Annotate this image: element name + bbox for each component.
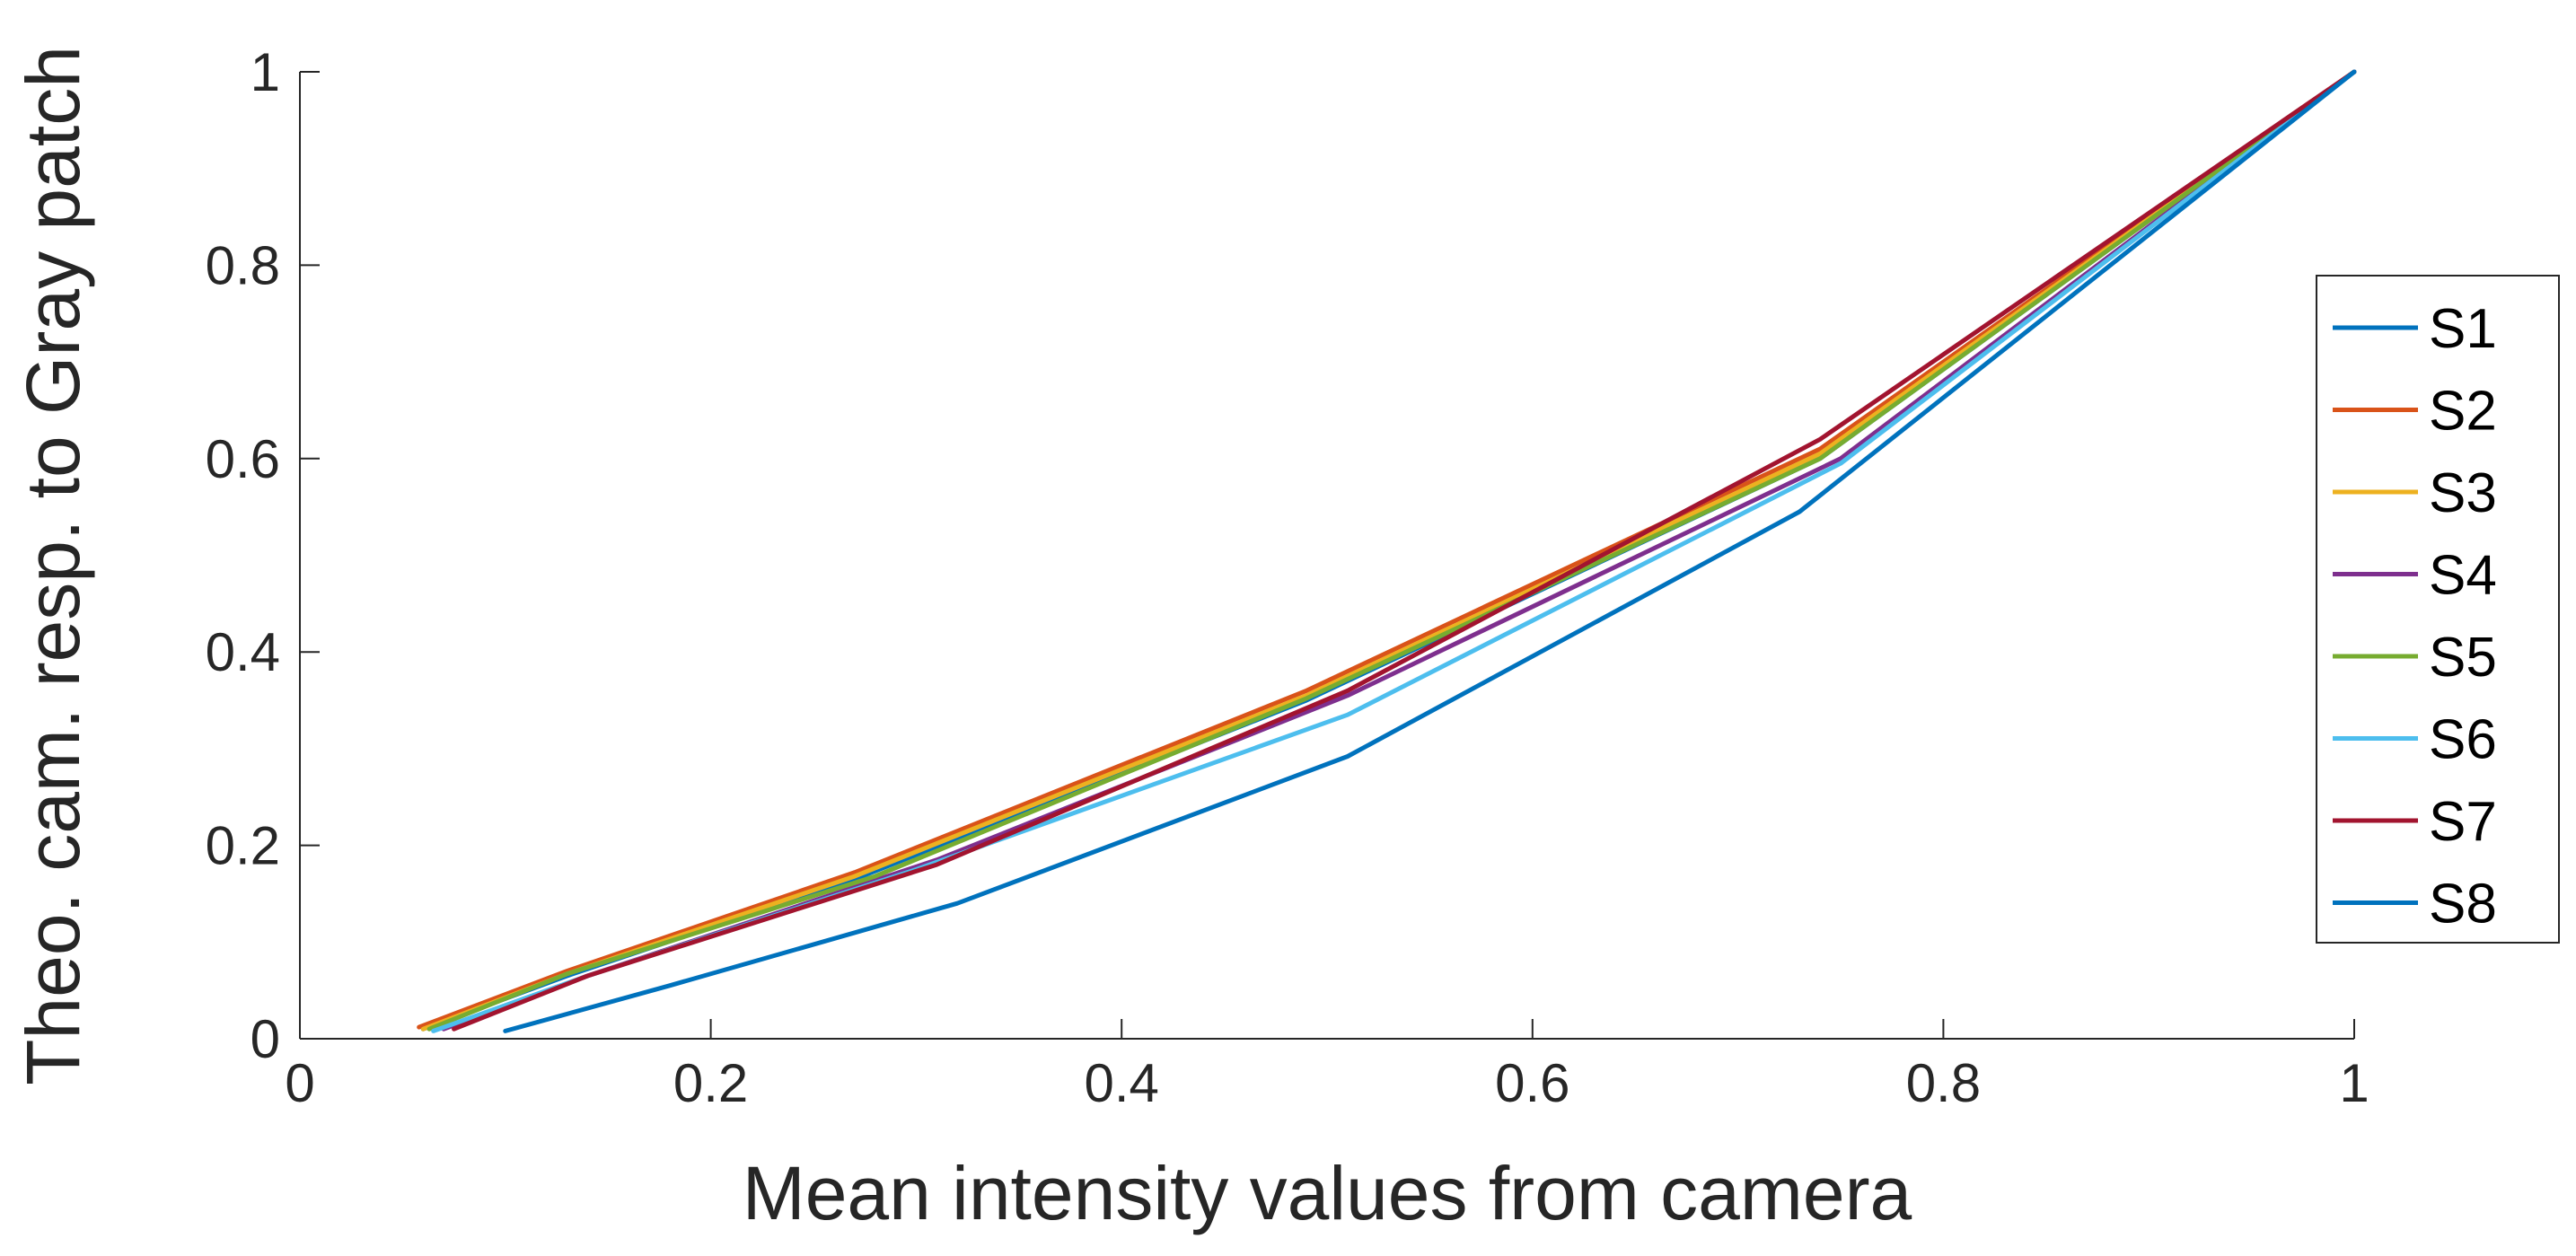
- series-line-s6: [431, 69, 2357, 1033]
- x-tick-label: 1: [2339, 1053, 2369, 1113]
- legend-label: S5: [2429, 627, 2497, 689]
- series-layer: [417, 69, 2357, 1033]
- legend-label: S2: [2429, 381, 2497, 443]
- x-tick-label: 0: [285, 1053, 314, 1113]
- x-axis-title: Mean intensity values from camera: [743, 1151, 1912, 1235]
- series-line-s3: [420, 69, 2357, 1032]
- x-tick-label: 0.2: [673, 1053, 748, 1113]
- y-tick-label: 1: [251, 42, 280, 102]
- series-line-s1: [420, 69, 2357, 1032]
- legend-item-s8: S8: [2333, 874, 2497, 935]
- legend-item-s7: S7: [2333, 791, 2497, 853]
- legend-label: S8: [2429, 874, 2497, 935]
- legend-item-s4: S4: [2333, 545, 2497, 607]
- legend-label: S6: [2429, 709, 2497, 771]
- series-line-s7: [452, 69, 2357, 1032]
- y-tick-label: 0.6: [206, 429, 280, 489]
- legend-item-s3: S3: [2333, 462, 2497, 524]
- legend-item-s2: S2: [2333, 381, 2497, 443]
- y-tick-label: 0.8: [206, 235, 280, 295]
- y-axis-title: Theo. cam. resp. to Gray patch: [11, 46, 95, 1085]
- legend: S1 S2 S3 S4 S5 S6 S7 S8: [2316, 275, 2560, 944]
- series-line-s8: [503, 69, 2357, 1033]
- tick-layer: 0 0.2 0.4 0.6 0.8 1 0 0.2 0.4 0.6 0.8 1: [206, 42, 2369, 1113]
- series-line-s5: [426, 69, 2357, 1032]
- x-tick-label: 0.4: [1084, 1053, 1158, 1113]
- legend-item-s1: S1: [2333, 298, 2497, 360]
- legend-box: [2316, 275, 2560, 944]
- series-line-s4: [441, 69, 2357, 1032]
- series-line-s2: [417, 69, 2357, 1030]
- x-tick-label: 0.6: [1495, 1053, 1569, 1113]
- legend-label: S3: [2429, 462, 2497, 524]
- legend-label: S7: [2429, 791, 2497, 853]
- y-tick-label: 0.2: [206, 816, 280, 876]
- legend-item-s5: S5: [2333, 627, 2497, 689]
- legend-item-s6: S6: [2333, 709, 2497, 771]
- y-tick-label: 0: [251, 1009, 280, 1069]
- x-tick-label: 0.8: [1906, 1053, 1981, 1113]
- legend-label: S4: [2429, 545, 2497, 607]
- y-tick-label: 0.4: [206, 622, 280, 682]
- legend-label: S1: [2429, 298, 2497, 360]
